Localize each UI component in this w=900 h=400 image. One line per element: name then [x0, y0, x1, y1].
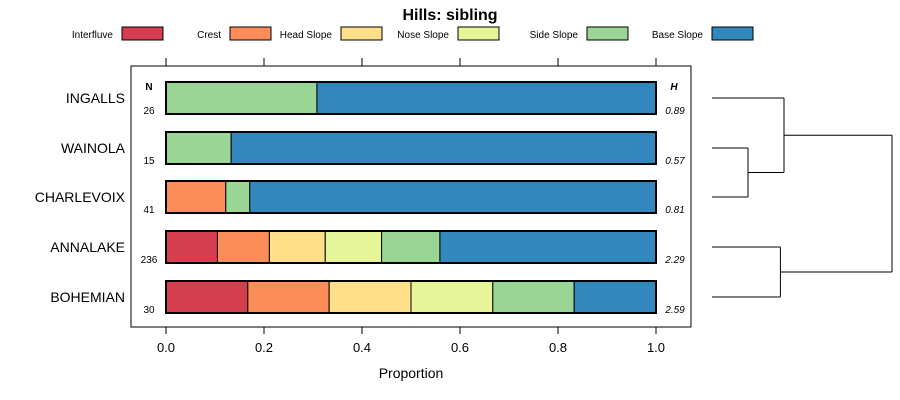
- chart-title: Hills: sibling: [402, 7, 497, 24]
- x-tick-label-1: 0.2: [255, 340, 273, 355]
- legend-label-head-slope: Head Slope: [280, 30, 333, 41]
- legend-swatch-nose-slope: [457, 26, 500, 41]
- legend-label-nose-slope: Nose Slope: [397, 30, 449, 41]
- bars: [165, 81, 657, 314]
- x-axis: 0.0 0.2 0.4 0.6 0.8 1.0: [157, 327, 665, 355]
- h-value-annalake: 2.29: [664, 255, 685, 266]
- legend-swatch-crest: [229, 26, 272, 41]
- x-tick-label-4: 0.8: [549, 340, 567, 355]
- bar-bohemian-interfluve: [165, 280, 249, 314]
- legend-swatch-base-slope: [711, 26, 754, 41]
- bar-charlevoix-crest: [165, 180, 227, 214]
- bar-outline-bohemian: [165, 280, 657, 314]
- bar-annalake-interfluve: [165, 230, 218, 264]
- n-value-annalake: 236: [141, 255, 158, 266]
- bar-bohemian-base-slope: [573, 280, 657, 314]
- legend: Interfluve Crest Head Slope Nose Slope Side …: [72, 26, 754, 41]
- bar-annalake-base-slope: [439, 230, 657, 264]
- top-axis-ticks: [165, 58, 657, 66]
- category-label-ingalls: INGALLS: [66, 90, 125, 106]
- legend-label-side-slope: Side Slope: [530, 30, 579, 41]
- category-label-annalake: ANNALAKE: [50, 239, 125, 255]
- legend-swatch-head-slope: [340, 26, 383, 41]
- n-value-wainola: 15: [143, 156, 155, 167]
- dendrogram: [712, 97, 893, 298]
- bar-bohemian-side-slope: [492, 280, 575, 314]
- bar-bohemian-nose-slope: [410, 280, 494, 314]
- bar-charlevoix-side-slope: [225, 180, 251, 214]
- bar-ingalls-side-slope: [165, 81, 318, 115]
- n-header: N: [145, 82, 152, 93]
- bar-annalake-crest: [216, 230, 270, 264]
- h-value-bohemian: 2.59: [664, 305, 685, 316]
- bar-annalake-nose-slope: [324, 230, 383, 264]
- x-tick-label-3: 0.6: [451, 340, 469, 355]
- x-tick-label-0: 0.0: [157, 340, 175, 355]
- bar-wainola-side-slope: [165, 131, 232, 165]
- h-value-charlevoix: 0.81: [665, 205, 684, 216]
- n-value-bohemian: 30: [143, 305, 155, 316]
- h-header: H: [670, 82, 678, 93]
- category-label-wainola: WAINOLA: [61, 140, 126, 156]
- bar-ingalls-base-slope: [316, 81, 657, 115]
- legend-label-base-slope: Base Slope: [652, 30, 704, 41]
- legend-label-interfluve: Interfluve: [72, 30, 114, 41]
- category-label-charlevoix: CHARLEVOIX: [35, 189, 126, 205]
- category-label-bohemian: BOHEMIAN: [50, 289, 125, 305]
- h-value-wainola: 0.57: [665, 156, 685, 167]
- h-value-ingalls: 0.89: [665, 106, 685, 117]
- bar-outline-ingalls: [165, 81, 657, 115]
- bar-outline-annalake: [165, 230, 657, 264]
- n-value-ingalls: 26: [143, 106, 155, 117]
- bar-wainola-base-slope: [230, 131, 657, 165]
- bar-bohemian-crest: [247, 280, 330, 314]
- bar-outline-wainola: [165, 131, 657, 165]
- category-labels: INGALLS 26 0.89 WAINOLA 15 0.57 CHARLEVOIX 41 0.…: [35, 90, 685, 316]
- n-value-charlevoix: 41: [143, 205, 155, 216]
- plot-frame: [130, 65, 692, 328]
- bar-charlevoix-base-slope: [249, 180, 657, 214]
- x-axis-title: Proportion: [379, 365, 444, 381]
- legend-swatch-side-slope: [586, 26, 629, 41]
- bar-bohemian-head-slope: [328, 280, 412, 314]
- bar-annalake-side-slope: [381, 230, 441, 264]
- x-tick-label-2: 0.4: [353, 340, 371, 355]
- legend-swatch-interfluve: [121, 26, 164, 41]
- legend-label-crest: Crest: [197, 30, 221, 41]
- bar-outline-charlevoix: [165, 180, 657, 214]
- bar-annalake-head-slope: [268, 230, 326, 264]
- x-tick-label-5: 1.0: [647, 340, 665, 355]
